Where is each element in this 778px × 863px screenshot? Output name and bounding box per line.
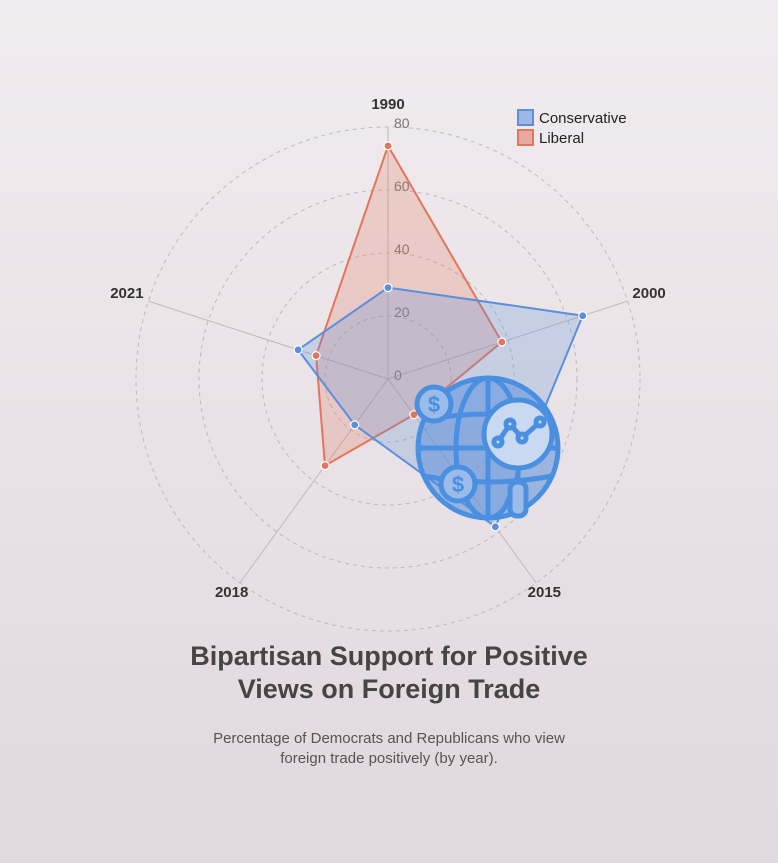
axis-label-1990: 1990 bbox=[371, 96, 404, 113]
legend-label-liberal: Liberal bbox=[539, 130, 584, 147]
data-point-liberal bbox=[383, 141, 393, 151]
data-point-liberal bbox=[311, 351, 321, 361]
axis-label-2015: 2015 bbox=[528, 584, 561, 601]
svg-text:$: $ bbox=[452, 472, 464, 497]
data-point-conservative bbox=[383, 283, 393, 293]
data-point-conservative bbox=[490, 522, 500, 532]
axis-label-2000: 2000 bbox=[632, 285, 665, 302]
chart-subtitle-line-2: foreign trade positively (by year). bbox=[280, 750, 498, 767]
data-point-liberal bbox=[320, 461, 330, 471]
radial-tick-label: 0 bbox=[394, 367, 402, 383]
legend-swatch-conservative bbox=[517, 109, 534, 126]
data-point-liberal bbox=[497, 337, 507, 347]
grid-spoke bbox=[387, 300, 628, 380]
chart-title-line-2: Views on Foreign Trade bbox=[237, 674, 541, 704]
svg-text:$: $ bbox=[428, 392, 440, 417]
series-area-liberal bbox=[315, 143, 504, 468]
radial-tick-label: 80 bbox=[394, 115, 410, 131]
grid-spoke bbox=[239, 378, 389, 584]
radial-tick-label: 60 bbox=[394, 178, 410, 194]
radial-tick-label: 40 bbox=[394, 241, 410, 257]
chart-subtitle-line-1: Percentage of Democrats and Republicans … bbox=[213, 730, 565, 747]
chart-title: Bipartisan Support for Positive Views on… bbox=[0, 640, 778, 706]
data-point-conservative bbox=[293, 345, 303, 355]
axis-label-2018: 2018 bbox=[215, 584, 248, 601]
axis-label-2021: 2021 bbox=[110, 285, 143, 302]
grid-spoke bbox=[148, 300, 389, 380]
chart-subtitle: Percentage of Democrats and Republicans … bbox=[0, 729, 778, 769]
chart-title-line-1: Bipartisan Support for Positive bbox=[190, 641, 588, 671]
data-point-conservative bbox=[578, 311, 588, 321]
chart-legend: Conservative Liberal bbox=[517, 109, 627, 147]
legend-label-conservative: Conservative bbox=[539, 110, 627, 127]
legend-swatch-liberal bbox=[517, 129, 534, 146]
data-point-conservative bbox=[350, 420, 360, 430]
radial-tick-label: 20 bbox=[394, 304, 410, 320]
radar-grid: 0 20 40 60 80 1990 2000 2015 2018 2021 bbox=[110, 96, 666, 632]
globe-trade-analytics-icon: $ $ bbox=[414, 375, 561, 521]
